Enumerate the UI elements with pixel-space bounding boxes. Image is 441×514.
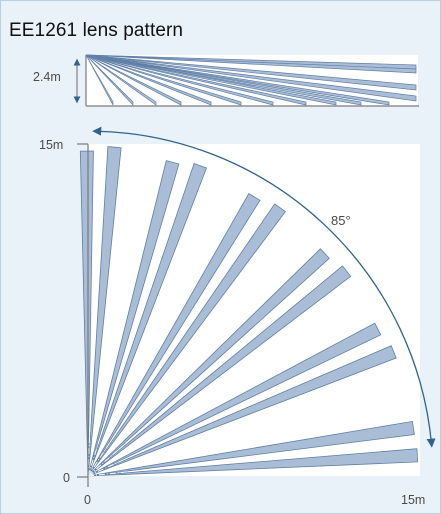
side-beam-12 (85, 54, 157, 106)
height-label: 2.4m (33, 70, 61, 84)
side-beam-6 (85, 54, 337, 106)
beam-pair-6-beam-1 (87, 448, 419, 477)
angle-label: 85° (331, 213, 351, 228)
side-beam-9 (85, 54, 242, 106)
side-beam-10 (85, 54, 212, 106)
side-beam-8 (85, 54, 274, 106)
beam-pair-1-beam-2 (79, 150, 94, 477)
side-beam-11 (85, 54, 182, 106)
side-beam-4 (85, 54, 390, 106)
side-beam-5 (85, 54, 362, 106)
x-axis-max-label: 15m (401, 493, 425, 507)
side-beam-7 (85, 54, 307, 106)
y-axis-max-label: 15m (39, 138, 63, 152)
side-beam-3 (85, 54, 417, 102)
x-axis-origin-label: 0 (84, 493, 91, 507)
diagram-title: EE1261 lens pattern (9, 20, 184, 41)
side-beam-13 (85, 54, 134, 106)
top-view-panel (88, 144, 420, 476)
side-view-beams (85, 54, 417, 106)
y-axis-origin-label: 0 (63, 471, 70, 485)
coverage-angle-arc (92, 126, 436, 448)
side-beam-top (85, 54, 417, 70)
beam-pair-6-centerline (87, 441, 412, 477)
side-beam-14 (85, 54, 114, 106)
side-beam-2 (85, 54, 417, 91)
